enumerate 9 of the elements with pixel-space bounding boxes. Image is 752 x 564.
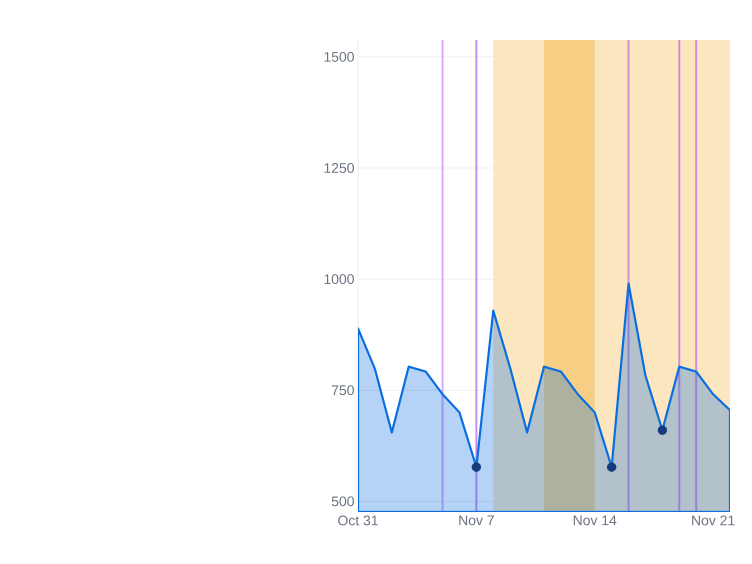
- x-tick-label: Oct 31: [338, 516, 378, 526]
- x-tick-label: Nov 21: [692, 516, 734, 526]
- y-tick-label: 500: [332, 496, 354, 506]
- y-tick-label: 1250: [324, 163, 354, 173]
- x-tick-label: Nov 7: [459, 516, 494, 526]
- y-tick-label: 750: [332, 385, 354, 396]
- x-tick-label: Nov 14: [574, 516, 616, 526]
- y-tick-label: 1000: [324, 274, 354, 284]
- y-tick-label: 1500: [324, 52, 354, 62]
